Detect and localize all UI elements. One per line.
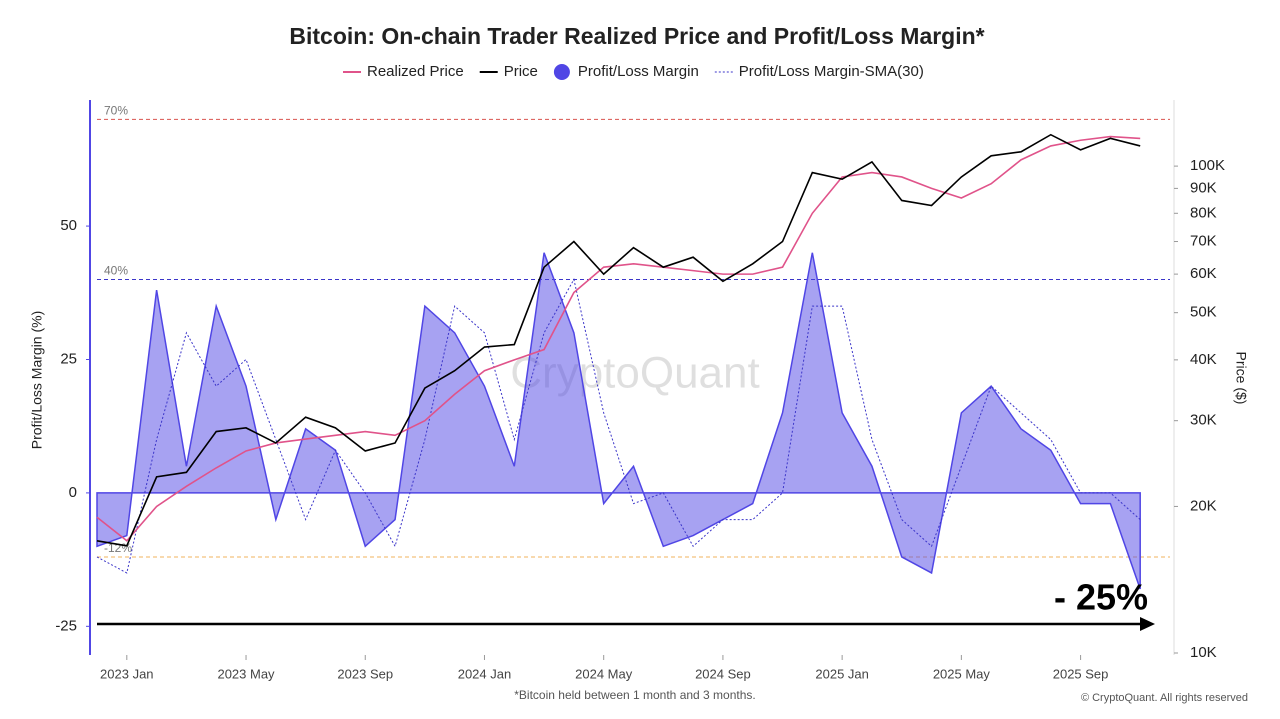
x-tick-label: 2024 May bbox=[575, 666, 633, 681]
y2-tick-label: 70K bbox=[1190, 232, 1217, 249]
x-tick-label: 2023 May bbox=[217, 666, 275, 681]
reference-label: 40% bbox=[104, 264, 128, 278]
x-tick-label: 2024 Sep bbox=[695, 666, 751, 681]
legend-label: Profit/Loss Margin bbox=[578, 63, 699, 80]
y2-axis-title: Price ($) bbox=[1233, 352, 1249, 405]
legend-label: Price bbox=[504, 63, 538, 80]
reference-label: -12% bbox=[104, 541, 132, 555]
y2-tick-label: 80K bbox=[1190, 204, 1217, 221]
footnote: *Bitcoin held between 1 month and 3 mont… bbox=[514, 688, 756, 702]
y-tick-label: 0 bbox=[69, 484, 77, 501]
margin-area bbox=[96, 252, 1141, 590]
y-tick-label: -25 bbox=[55, 617, 77, 634]
x-tick-label: 2023 Jan bbox=[100, 666, 154, 681]
y-tick-label: 25 bbox=[60, 350, 77, 367]
series-line bbox=[96, 133, 1141, 547]
x-tick-label: 2025 May bbox=[933, 666, 991, 681]
copyright: © CryptoQuant. All rights reserved bbox=[1081, 692, 1248, 704]
y2-tick-label: 40K bbox=[1190, 351, 1217, 368]
y2-tick-label: 20K bbox=[1190, 497, 1217, 514]
y2-tick-label: 100K bbox=[1190, 157, 1225, 174]
legend-marker bbox=[553, 64, 570, 80]
y2-tick-label: 60K bbox=[1190, 265, 1217, 282]
legend: Realized Price Price Profit/Loss Margin Pro… bbox=[343, 63, 924, 80]
y2-tick-label: 50K bbox=[1190, 304, 1217, 321]
annotation-arrowhead bbox=[1140, 617, 1155, 631]
y2-tick-label: 10K bbox=[1190, 644, 1217, 661]
y-tick-label: 50 bbox=[60, 217, 77, 234]
y2-tick-label: 90K bbox=[1190, 179, 1217, 196]
y2-tick-label: 30K bbox=[1190, 412, 1217, 429]
legend-label: Profit/Loss Margin-SMA(30) bbox=[739, 63, 924, 80]
legend-label: Realized Price bbox=[367, 63, 464, 80]
x-tick-label: 2025 Sep bbox=[1053, 666, 1109, 681]
reference-label: 70% bbox=[104, 104, 128, 118]
annotation: - 25% bbox=[1054, 577, 1148, 618]
series-line bbox=[96, 135, 1141, 542]
chart-title: Bitcoin: On-chain Trader Realized Price … bbox=[289, 23, 984, 49]
x-tick-label: 2023 Sep bbox=[337, 666, 393, 681]
sma-line bbox=[96, 278, 1141, 574]
y-axis-title: Profit/Loss Margin (%) bbox=[29, 311, 45, 449]
x-tick-label: 2025 Jan bbox=[815, 666, 869, 681]
x-tick-label: 2024 Jan bbox=[458, 666, 512, 681]
